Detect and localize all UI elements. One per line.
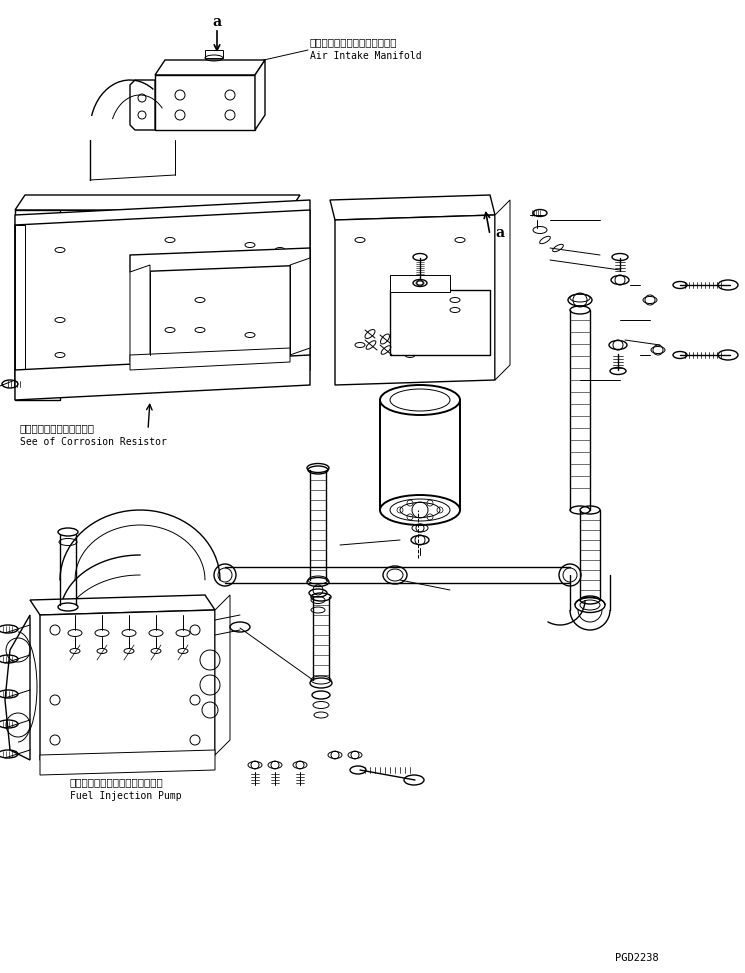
Text: コロージョンレジスタ参照: コロージョンレジスタ参照 [20,423,95,433]
Polygon shape [5,615,30,760]
Polygon shape [130,248,310,272]
Text: Fuel Injection Pump: Fuel Injection Pump [70,791,182,801]
Polygon shape [15,355,310,400]
Polygon shape [495,200,510,380]
Polygon shape [390,290,490,355]
Polygon shape [15,225,25,385]
Text: a: a [495,226,504,240]
Polygon shape [130,348,290,370]
Polygon shape [15,210,290,225]
Text: フェエルインジェクションポンプ: フェエルインジェクションポンプ [70,777,164,787]
Polygon shape [15,210,310,385]
Polygon shape [15,195,300,210]
Text: See of Corrosion Resistor: See of Corrosion Resistor [20,437,167,447]
Polygon shape [30,595,215,615]
Polygon shape [130,265,150,362]
Polygon shape [390,275,450,292]
Text: Air Intake Manifold: Air Intake Manifold [310,51,422,61]
Bar [205,50,223,58]
Polygon shape [155,60,265,75]
Polygon shape [155,75,255,130]
Polygon shape [290,258,310,355]
Polygon shape [215,595,230,755]
Polygon shape [40,610,215,760]
Polygon shape [130,80,155,130]
Polygon shape [335,215,495,385]
Polygon shape [15,200,310,370]
Polygon shape [330,195,495,220]
Text: PGD2238: PGD2238 [615,953,659,963]
Polygon shape [40,750,215,775]
Text: エアーインテークマニホールド: エアーインテークマニホールド [310,37,398,47]
Polygon shape [15,210,60,400]
Polygon shape [255,60,265,130]
Text: a: a [212,15,221,29]
